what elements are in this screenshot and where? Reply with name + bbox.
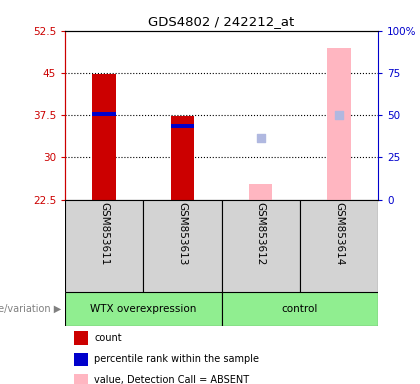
Point (336, 112, 342, 118)
Bar (171, 124, 194, 128)
Bar (65, 292, 222, 326)
Bar (222, 292, 378, 326)
Text: control: control (281, 304, 318, 314)
Text: genotype/variation ▶: genotype/variation ▶ (0, 304, 61, 314)
Bar (92, 112, 116, 116)
Text: value, Detection Call = ABSENT: value, Detection Call = ABSENT (94, 375, 249, 384)
Bar (249, 184, 273, 200)
Bar (222, 200, 300, 292)
Text: GSM853613: GSM853613 (177, 202, 187, 266)
Text: GSM853611: GSM853611 (99, 202, 109, 266)
Point (257, 135, 264, 141)
Bar (65, 200, 143, 292)
Text: percentile rank within the sample: percentile rank within the sample (94, 354, 260, 364)
Text: GSM853614: GSM853614 (334, 202, 344, 266)
Title: GDS4802 / 242212_at: GDS4802 / 242212_at (148, 15, 295, 28)
Text: WTX overexpression: WTX overexpression (90, 304, 197, 314)
Bar (171, 116, 194, 200)
Bar (92, 74, 116, 200)
Bar (300, 200, 378, 292)
Bar (143, 200, 222, 292)
Text: GSM853612: GSM853612 (256, 202, 266, 266)
Text: count: count (94, 333, 122, 343)
Bar (327, 48, 351, 200)
